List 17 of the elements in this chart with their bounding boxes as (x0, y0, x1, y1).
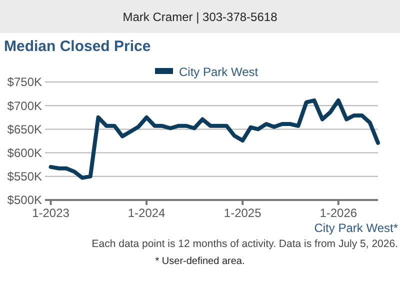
y-tick-label: $600K (7, 146, 42, 160)
y-tick-label: $750K (7, 75, 42, 90)
legend-label: City Park West (179, 65, 259, 79)
y-tick-label: $500K (7, 193, 42, 208)
text: Each data point is 12 months of activity. Data is from July 5, 2026. (92, 238, 398, 250)
y-tick-label: $700K (7, 98, 42, 113)
x-tick-label: 1-2024 (128, 206, 166, 220)
text: * User-defined area. (155, 256, 245, 267)
y-tick-label: $650K (7, 122, 42, 136)
x-tick-label: 1-2026 (320, 206, 358, 220)
y-tick-label: $550K (7, 170, 42, 184)
line-series (48, 98, 380, 180)
chart-title: Median Closed Price (4, 38, 151, 55)
text: City Park West* (314, 221, 398, 235)
x-tick-label: 1-2023 (32, 206, 70, 220)
text: Mark Cramer | 303-378-5618 (122, 10, 278, 24)
x-tick-label: 1-2025 (224, 206, 262, 220)
